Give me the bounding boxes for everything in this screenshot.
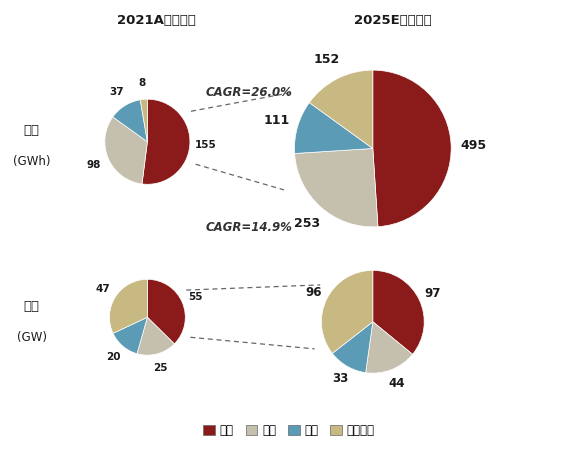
Text: 8: 8 [139,78,146,88]
Wedge shape [140,99,147,142]
Wedge shape [142,99,190,184]
Text: 37: 37 [109,87,124,97]
Text: 47: 47 [96,284,110,294]
Wedge shape [109,279,147,333]
Text: 253: 253 [294,217,320,230]
Text: 33: 33 [332,372,348,385]
Text: 25: 25 [153,363,168,373]
Text: 55: 55 [188,292,203,302]
Wedge shape [332,322,373,373]
Legend: 中国, 欧洲, 美国, 其它区域: 中国, 欧洲, 美国, 其它区域 [198,419,380,442]
Wedge shape [373,270,424,354]
Wedge shape [309,70,373,148]
Text: 495: 495 [460,139,486,152]
Text: 96: 96 [305,286,322,299]
Text: 锂电: 锂电 [24,124,40,137]
Text: 光伏: 光伏 [24,300,40,313]
Wedge shape [137,317,175,355]
Text: (GW): (GW) [17,331,47,344]
Text: 2025E需求分布: 2025E需求分布 [354,14,432,27]
Text: 2021A需求分布: 2021A需求分布 [117,14,195,27]
Wedge shape [373,70,451,227]
Text: 44: 44 [388,377,405,390]
Text: (GWh): (GWh) [13,155,50,168]
Text: 152: 152 [314,53,340,66]
Wedge shape [321,270,373,353]
Text: 98: 98 [86,160,101,170]
Wedge shape [105,117,147,184]
Wedge shape [113,100,147,142]
Wedge shape [113,317,147,354]
Text: 111: 111 [264,114,290,127]
Text: CAGR=26.0%: CAGR=26.0% [205,86,292,99]
Wedge shape [147,279,186,344]
Wedge shape [295,148,378,227]
Text: 155: 155 [195,140,217,150]
Text: CAGR=14.9%: CAGR=14.9% [205,221,292,234]
Wedge shape [366,322,413,373]
Text: 97: 97 [424,287,440,300]
Wedge shape [294,103,373,153]
Text: 20: 20 [106,352,121,362]
